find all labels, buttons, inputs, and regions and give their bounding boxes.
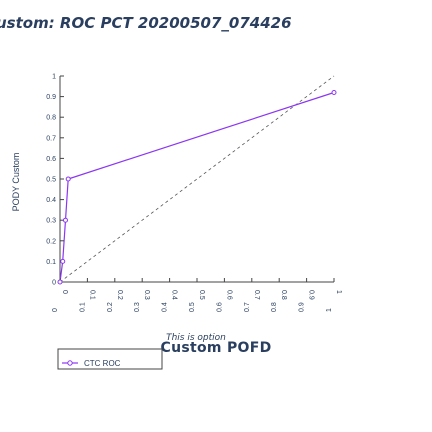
y-axis-ticks: 0 0.1 0.2 0.3 0.4 0.5 0.6 0.7 0.8 0.9 1	[46, 74, 64, 287]
legend: CTC ROC	[57, 348, 163, 370]
roc-series-markers	[57, 89, 337, 285]
x-tick-label: 0.3	[143, 290, 150, 300]
x-secondary-tick-label: 1	[326, 308, 333, 312]
x-secondary-tick-label: 0.5	[189, 302, 196, 312]
x-tick-label: 0.1	[88, 290, 95, 300]
y-tick-label: 0.4	[46, 197, 56, 204]
x-tick-label: 0.8	[280, 290, 287, 300]
x-axis-ticks: 0 0.1 0.2 0.3 0.4 0.5 0.6 0.7 0.8 0.9 1	[59, 278, 342, 300]
x-tick-label: 0.2	[116, 290, 123, 300]
y-axis-label: PODY Custom	[11, 153, 21, 212]
x-secondary-tick-label: 0.4	[162, 302, 169, 312]
legend-label-ctc-roc: CTC ROC	[84, 359, 121, 368]
x-tick-label: 0.5	[198, 290, 205, 300]
x-axis-secondary-ticks: 0 0.1 0.2 0.3 0.4 0.5 0.6 0.7 0.8 0.9 1	[52, 302, 333, 312]
y-tick-label: 0.5	[46, 177, 56, 184]
diagonal-reference-line	[59, 75, 335, 283]
x-tick-label: 1	[335, 290, 342, 294]
legend-marker	[67, 360, 73, 366]
x-secondary-tick-label: 0.1	[79, 302, 86, 312]
y-tick-label: 0.3	[46, 218, 56, 225]
x-tick-label: 0.9	[308, 290, 315, 300]
y-tick-label: 1	[52, 74, 56, 81]
roc-point	[62, 217, 68, 223]
chart-title: ustom: ROC PCT 20200507_074426	[0, 14, 292, 32]
x-secondary-tick-label: 0.3	[134, 302, 141, 312]
y-tick-label: 0.1	[46, 259, 56, 266]
x-secondary-tick-label: 0.6	[216, 302, 223, 312]
y-tick-label: 0.8	[46, 115, 56, 122]
x-tick-label: 0	[61, 290, 68, 294]
roc-point	[65, 176, 71, 182]
x-secondary-tick-label: 0.7	[244, 302, 251, 312]
roc-point	[60, 258, 66, 264]
legend-box	[57, 348, 163, 370]
x-secondary-tick-label: 0	[52, 308, 59, 312]
x-secondary-tick-label: 0.9	[299, 302, 306, 312]
roc-point	[331, 89, 337, 95]
plot-area: 0 0.1 0.2 0.3 0.4 0.5 0.6 0.7 0.8 0.9 1 0 0.1 0.2 0.3…	[46, 74, 342, 313]
x-secondary-tick-label: 0.8	[271, 302, 278, 312]
x-tick-label: 0.7	[253, 290, 260, 300]
y-tick-label: 0.9	[46, 94, 56, 101]
y-tick-label: 0.7	[46, 135, 56, 142]
x-secondary-tick-label: 0.2	[107, 302, 114, 312]
annotation-overlay: This is option	[166, 333, 226, 343]
roc-series-line	[59, 91, 335, 283]
roc-point	[57, 279, 63, 285]
y-tick-label: 0.2	[46, 238, 56, 245]
y-tick-label: 0	[52, 280, 56, 287]
y-tick-label: 0.6	[46, 156, 56, 163]
x-tick-label: 0.4	[171, 290, 178, 300]
x-tick-label: 0.6	[225, 290, 232, 300]
annotation-main: Custom POFD	[161, 340, 272, 356]
